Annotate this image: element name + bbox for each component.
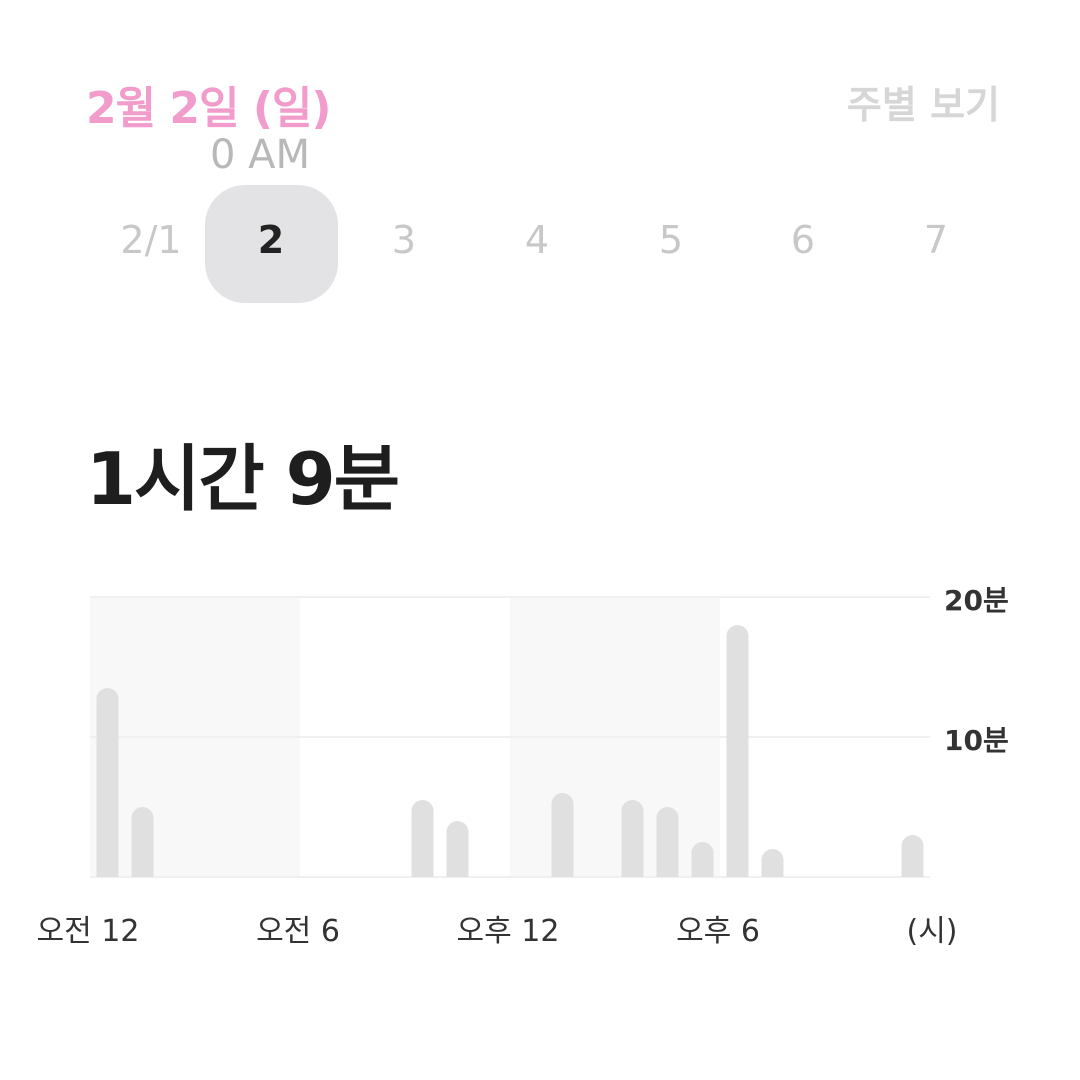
y-tick-label: 10분 [944, 724, 1009, 757]
day-6[interactable]: 7 [923, 218, 949, 262]
bar-hour-9 [411, 800, 434, 877]
x-tick-label: 오전 12 [36, 914, 140, 949]
bar-hour-23 [901, 835, 924, 877]
y-tick-label: 20분 [944, 584, 1009, 617]
x-tick-label: 오후 6 [676, 914, 760, 949]
x-tick-label: 오전 6 [256, 914, 340, 949]
day-3[interactable]: 4 [524, 218, 550, 262]
bar-hour-10 [446, 821, 469, 877]
bar-hour-18 [726, 625, 749, 877]
day-0[interactable]: 2/1 [120, 218, 182, 262]
bar-hour-17 [691, 842, 714, 877]
bar-hour-13 [551, 793, 574, 877]
bar-hour-16 [656, 807, 679, 877]
date-title[interactable]: 2월 2일 (일) [86, 83, 332, 134]
x-tick-label: 오후 12 [456, 914, 560, 949]
total-usage-time: 1시간 9분 [86, 437, 400, 521]
selected-day-highlight [205, 185, 338, 303]
bar-hour-19 [761, 849, 784, 877]
day-4[interactable]: 5 [658, 218, 684, 262]
weekly-view-button[interactable]: 주별 보기 [846, 83, 1000, 127]
day-2[interactable]: 3 [391, 218, 417, 262]
day-5[interactable]: 6 [790, 218, 816, 262]
x-unit-label: (시) [906, 914, 958, 949]
bar-hour-0 [96, 688, 119, 877]
day-1[interactable]: 2 [257, 218, 285, 262]
overlay-time-text: 0 AM [210, 132, 311, 178]
bar-hour-15 [621, 800, 644, 877]
bar-hour-1 [131, 807, 154, 877]
